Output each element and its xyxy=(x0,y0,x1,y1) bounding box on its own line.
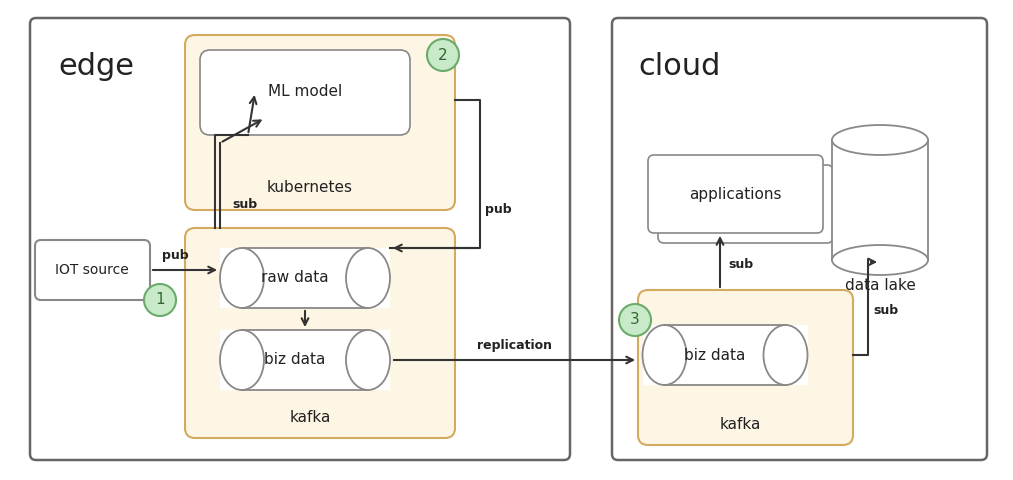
Text: raw data: raw data xyxy=(261,271,329,286)
FancyBboxPatch shape xyxy=(200,50,410,135)
Circle shape xyxy=(144,284,176,316)
Ellipse shape xyxy=(832,245,928,275)
Text: sub: sub xyxy=(873,303,899,316)
FancyBboxPatch shape xyxy=(185,35,455,210)
FancyBboxPatch shape xyxy=(638,290,853,445)
Ellipse shape xyxy=(220,248,264,308)
FancyBboxPatch shape xyxy=(832,140,928,260)
Text: kafka: kafka xyxy=(719,417,761,432)
FancyBboxPatch shape xyxy=(185,228,455,438)
Text: biz data: biz data xyxy=(264,352,326,368)
Text: ML model: ML model xyxy=(267,84,342,99)
Text: pub: pub xyxy=(485,204,512,216)
FancyBboxPatch shape xyxy=(35,240,150,300)
Text: 1: 1 xyxy=(155,292,165,308)
Text: data lake: data lake xyxy=(845,278,916,293)
Text: replication: replication xyxy=(477,339,552,352)
Text: kubernetes: kubernetes xyxy=(267,180,353,195)
Circle shape xyxy=(427,39,459,71)
Ellipse shape xyxy=(346,248,390,308)
Text: 2: 2 xyxy=(439,48,448,62)
Ellipse shape xyxy=(346,330,390,390)
FancyBboxPatch shape xyxy=(30,18,570,460)
FancyBboxPatch shape xyxy=(612,18,987,460)
Text: 3: 3 xyxy=(630,312,640,327)
FancyBboxPatch shape xyxy=(642,325,807,385)
FancyBboxPatch shape xyxy=(648,155,823,233)
FancyBboxPatch shape xyxy=(220,330,390,390)
Text: pub: pub xyxy=(162,249,188,262)
FancyBboxPatch shape xyxy=(220,248,390,308)
FancyBboxPatch shape xyxy=(658,165,833,243)
Text: biz data: biz data xyxy=(685,348,746,362)
Text: edge: edge xyxy=(58,52,134,81)
Ellipse shape xyxy=(642,325,687,385)
Text: sub: sub xyxy=(232,199,257,212)
Text: kafka: kafka xyxy=(290,410,330,425)
Circle shape xyxy=(619,304,651,336)
Text: IOT source: IOT source xyxy=(55,263,129,277)
Ellipse shape xyxy=(764,325,807,385)
Text: cloud: cloud xyxy=(638,52,720,81)
Text: applications: applications xyxy=(689,187,781,202)
Ellipse shape xyxy=(220,330,264,390)
Ellipse shape xyxy=(832,125,928,155)
Text: sub: sub xyxy=(728,259,753,272)
